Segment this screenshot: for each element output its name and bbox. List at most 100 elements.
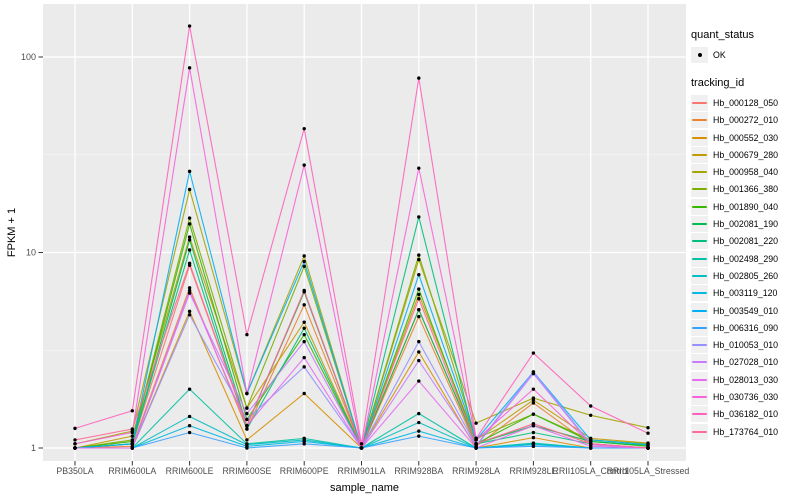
- data-point: [187, 430, 192, 435]
- x-tick-label: RRIM600LE: [166, 466, 214, 476]
- x-tick-label: PB350LA: [56, 466, 93, 476]
- data-point: [417, 339, 421, 344]
- legend-label: Hb_002081_220: [713, 236, 779, 247]
- legend-label: Hb_001890_040: [713, 201, 779, 212]
- legend-title-tracking-id: tracking_id: [691, 77, 745, 90]
- data-point: [245, 438, 249, 442]
- legend-label: Hb_010053_010: [713, 340, 779, 351]
- data-point: [245, 446, 249, 450]
- data-point: [589, 442, 593, 446]
- data-point: [245, 332, 249, 337]
- x-tick-label: RRIM600PE: [280, 466, 329, 476]
- data-point: [187, 235, 192, 239]
- legend-item-Hb_000128_050: Hb_000128_050: [691, 94, 799, 111]
- legend-item-quant-ok: OK: [691, 46, 799, 63]
- legend-label: Hb_000272_010: [713, 115, 779, 126]
- legend-item-Hb_002805_260: Hb_002805_260: [691, 267, 799, 284]
- data-point: [187, 261, 192, 266]
- legend-item-Hb_028013_030: Hb_028013_030: [691, 371, 799, 388]
- data-point: [187, 291, 192, 295]
- legend-label: Hb_003119_120: [713, 288, 778, 299]
- data-point: [130, 409, 134, 413]
- data-point: [245, 411, 249, 416]
- data-point: [187, 414, 192, 419]
- line-swatch-icon: [691, 216, 708, 233]
- data-point: [245, 427, 249, 431]
- data-point: [589, 404, 593, 408]
- data-point: [187, 222, 192, 226]
- line-swatch-icon: [691, 337, 708, 354]
- data-point: [130, 442, 134, 446]
- legend-item-Hb_003549_010: Hb_003549_010: [691, 302, 799, 319]
- x-tick-label: RRII105LA_Stressed: [607, 466, 690, 476]
- data-point: [302, 259, 306, 264]
- legend-label: Hb_027028_010: [713, 357, 779, 368]
- legend-tracking-list: Hb_000128_050 Hb_000272_010 Hb_000552_030 H…: [691, 94, 799, 440]
- data-point: [474, 446, 478, 450]
- legend-label: Hb_173764_010: [713, 426, 779, 437]
- data-point: [187, 187, 192, 192]
- data-point: [417, 287, 421, 291]
- data-point: [417, 420, 421, 425]
- legend-item-Hb_000958_040: Hb_000958_040: [691, 163, 799, 181]
- legend-label: Hb_000128_050: [713, 97, 779, 108]
- data-point: [417, 434, 421, 438]
- data-point: [302, 288, 306, 293]
- data-point: [531, 435, 536, 440]
- data-point: [73, 426, 77, 431]
- data-point: [302, 126, 306, 131]
- legend-item-Hb_003119_120: Hb_003119_120: [691, 285, 799, 302]
- x-tick-label: RRIM928LE: [509, 466, 557, 476]
- data-point: [417, 297, 421, 301]
- line-swatch-icon: [691, 302, 708, 319]
- data-point: [417, 307, 421, 312]
- data-point: [646, 431, 650, 435]
- line-swatch-icon: [691, 406, 708, 423]
- x-tick-label: RRIM901LA: [338, 466, 386, 476]
- line-swatch-icon: [691, 250, 708, 267]
- data-point: [531, 371, 536, 376]
- line-swatch-icon: [691, 146, 708, 163]
- legend-item-Hb_002081_190: Hb_002081_190: [691, 215, 799, 233]
- legend-label: Hb_028013_030: [713, 374, 779, 385]
- data-point: [531, 396, 536, 400]
- data-point: [302, 442, 306, 446]
- data-point: [130, 446, 134, 450]
- legend-label: Hb_001366_380: [713, 184, 779, 195]
- data-point: [73, 438, 77, 442]
- line-swatch-icon: [691, 94, 708, 111]
- legend-title-quant-status: quant_status: [691, 29, 754, 41]
- data-point: [187, 424, 192, 428]
- data-point: [130, 439, 134, 444]
- y-tick-label: 10: [26, 248, 36, 258]
- data-point: [646, 426, 650, 430]
- line-swatch-icon: [691, 354, 708, 371]
- legend-label: OK: [713, 49, 726, 60]
- x-tick-label: RRIM928LA: [452, 466, 500, 476]
- data-point: [531, 444, 536, 449]
- data-point: [302, 254, 306, 258]
- data-point: [245, 406, 249, 410]
- data-point: [187, 216, 192, 220]
- data-point: [417, 272, 421, 277]
- data-point: [187, 313, 192, 317]
- line-swatch-icon: [691, 267, 708, 284]
- legend-item-Hb_001366_380: Hb_001366_380: [691, 181, 799, 198]
- line-swatch-icon: [691, 319, 708, 336]
- data-point: [417, 76, 421, 80]
- data-point: [417, 350, 421, 354]
- line-swatch-icon: [691, 388, 708, 405]
- point-marker-icon: [691, 46, 708, 63]
- data-point: [531, 351, 536, 355]
- data-point: [245, 417, 249, 422]
- x-tick-label: RRIM600SE: [222, 466, 271, 476]
- legend-item-Hb_002081_220: Hb_002081_220: [691, 233, 799, 250]
- legend-item-Hb_010053_010: Hb_010053_010: [691, 336, 799, 354]
- data-point: [302, 439, 306, 444]
- line-swatch-icon: [691, 285, 708, 302]
- legend-label: Hb_030736_030: [713, 391, 779, 402]
- data-point: [130, 434, 134, 438]
- legend-item-Hb_030736_030: Hb_030736_030: [691, 388, 799, 405]
